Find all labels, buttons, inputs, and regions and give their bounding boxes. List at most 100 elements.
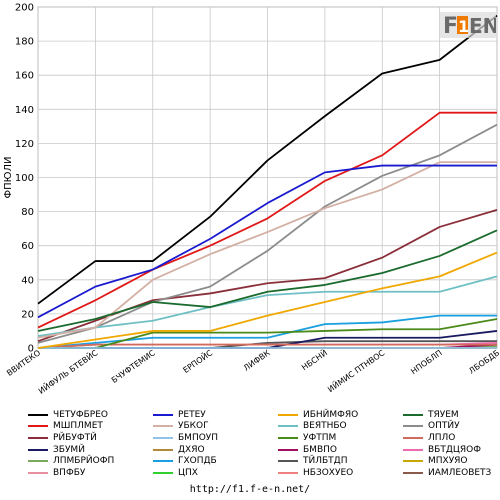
series-line: [37, 14, 498, 305]
svg-text:F: F: [443, 14, 458, 39]
legend-item: БМВПО: [278, 443, 337, 456]
chart-legend: ЧЕТУФБРЕО РЕТЕУ ИБНЙМФЯО ТЯУЕМ МШПЛМЕТ УБКОГ В…: [28, 408, 498, 480]
x-tick-label: НБСНЙ: [299, 347, 329, 373]
legend-item: ЛПЛО: [403, 431, 455, 444]
legend-label: ВБТДЦЯОФ: [428, 444, 481, 455]
legend-label: ЦПХ: [178, 468, 198, 478]
legend-item: ЛПМБРЙОФП: [28, 455, 114, 468]
x-tick-label: ИЙМИС ПТНВОС: [325, 346, 387, 394]
series-line: [37, 314, 497, 349]
legend-item: БМПОУП: [153, 431, 218, 444]
legend-swatch: [153, 413, 173, 416]
legend-item: МПХУЯО: [403, 455, 468, 468]
legend-swatch: [28, 436, 48, 439]
legend-label: МПХУЯО: [428, 456, 468, 467]
legend-label: ТЯУЕМ: [428, 409, 459, 420]
site-logo: F 1 EN: [440, 8, 499, 42]
legend-label: ВПФБУ: [53, 468, 86, 478]
y-tick-label: 180: [15, 37, 34, 48]
series-line: [37, 251, 498, 349]
legend-swatch: [278, 472, 298, 474]
legend-swatch: [403, 425, 423, 428]
legend-label: ЗБУМЙ: [53, 444, 85, 455]
legend-item: ВБТДЦЯОФ: [403, 443, 481, 456]
svg-text:1: 1: [458, 17, 469, 36]
legend-item: МШПЛМЕТ: [28, 420, 103, 433]
legend-label: ИБНЙМФЯО: [303, 409, 359, 420]
legend-label: УБКОГ: [178, 421, 209, 432]
legend-swatch: [28, 472, 48, 474]
x-tick-label: ЛИФВК: [242, 348, 272, 373]
series-line: [37, 111, 497, 329]
legend-item: НБЗОХУЕО: [278, 467, 353, 480]
legend-label: НБЗОХУЕО: [303, 468, 354, 478]
legend-swatch: [153, 448, 173, 451]
legend-item: ГХОПДБ: [153, 455, 217, 468]
legend-label: ЛПЛО: [428, 432, 456, 443]
legend-item: ВЕЯТНБО: [278, 420, 347, 433]
legend-label: ИАМЛЕОВЕТЗ: [428, 468, 492, 478]
legend-swatch: [153, 425, 173, 428]
legend-swatch: [28, 460, 48, 463]
legend-label: РЕТЕУ: [178, 409, 206, 420]
series-line: [37, 123, 498, 344]
legend-label: БМВПО: [303, 444, 337, 455]
y-tick-label: 20: [21, 309, 34, 320]
series-line: [38, 318, 498, 349]
y-tick-label: 60: [21, 241, 34, 252]
y-tick-label: 200: [15, 3, 34, 14]
y-tick-label: 120: [15, 139, 34, 150]
legend-swatch: [403, 472, 423, 474]
footer-url[interactable]: http://f1.f-e-n.net/: [189, 484, 311, 495]
svg-text:EN: EN: [469, 14, 496, 38]
legend-item: ДХЯО: [153, 443, 205, 456]
legend-item: ЗБУМЙ: [28, 443, 85, 456]
series-line: [37, 161, 497, 339]
legend-swatch: [153, 436, 173, 439]
y-tick-label: 160: [15, 71, 34, 82]
series-line: [37, 164, 497, 319]
legend-item: ЦПХ: [153, 467, 198, 480]
legend-item: ВПФБУ: [28, 467, 85, 480]
legend-item: ИБНЙМФЯО: [278, 408, 358, 421]
legend-label: ДХЯО: [178, 444, 205, 455]
x-tick-label: ЛБОБДБ: [467, 348, 500, 375]
legend-swatch: [403, 460, 423, 463]
y-tick-label: 0: [28, 344, 34, 355]
legend-swatch: [403, 413, 423, 416]
x-tick-label: ВВИТЕКО: [5, 348, 42, 378]
legend-item: УБКОГ: [153, 420, 209, 433]
series-line: [37, 343, 497, 349]
y-tick-label: 80: [21, 207, 34, 218]
legend-label: РЙБУФТЙ: [53, 432, 97, 443]
legend-item: ЧЕТУФБРЕО: [28, 408, 108, 421]
legend-swatch: [278, 448, 298, 451]
legend-label: УФТПМ: [303, 432, 337, 443]
x-tick-label: ИЙФУЛЬ БТЕВЙС: [36, 346, 100, 396]
legend-swatch: [278, 425, 298, 428]
legend-item: ТЙЛБТДП: [278, 455, 347, 468]
legend-swatch: [403, 436, 423, 439]
legend-item: РЕТЕУ: [153, 408, 206, 421]
legend-label: ГХОПДБ: [178, 456, 217, 467]
legend-swatch: [153, 460, 173, 463]
legend-swatch: [278, 413, 298, 416]
legend-item: ОПТЙУ: [403, 420, 460, 433]
y-tick-label: 140: [15, 105, 34, 116]
legend-swatch: [153, 472, 173, 474]
legend-label: БМПОУП: [178, 432, 219, 443]
legend-item: ТЯУЕМ: [403, 408, 459, 421]
x-tick-label: НПОБЛП: [409, 348, 444, 376]
legend-label: ТЙЛБТДП: [303, 456, 348, 467]
legend-item: ИАМЛЕОВЕТЗ: [403, 467, 491, 480]
y-tick-label: 100: [15, 173, 34, 184]
legend-item: УФТПМ: [278, 431, 336, 444]
legend-label: ВЕЯТНБО: [303, 421, 347, 432]
legend-swatch: [403, 448, 423, 451]
legend-label: ЧЕТУФБРЕО: [53, 409, 108, 420]
legend-label: МШПЛМЕТ: [53, 421, 103, 432]
legend-swatch: [28, 413, 48, 416]
legend-swatch: [278, 436, 298, 439]
legend-swatch: [278, 460, 298, 463]
